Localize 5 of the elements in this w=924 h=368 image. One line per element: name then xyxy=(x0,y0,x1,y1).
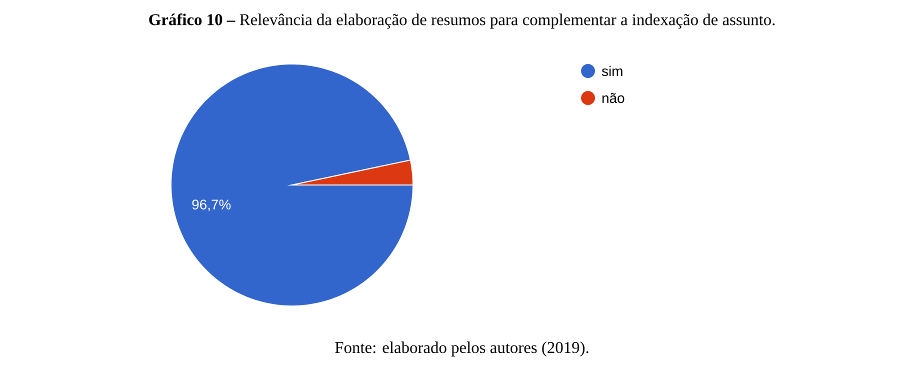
legend-label: não xyxy=(602,92,624,104)
source-note: Fonte: elaborado pelos autores (2019). xyxy=(335,342,588,356)
data-label: 96,7% xyxy=(192,200,231,212)
legend-label: sim xyxy=(602,66,622,76)
chart-title: Gráfico 10 – Relevância da elaboração de resumos para complementar a indexação de assunto. xyxy=(149,14,775,29)
